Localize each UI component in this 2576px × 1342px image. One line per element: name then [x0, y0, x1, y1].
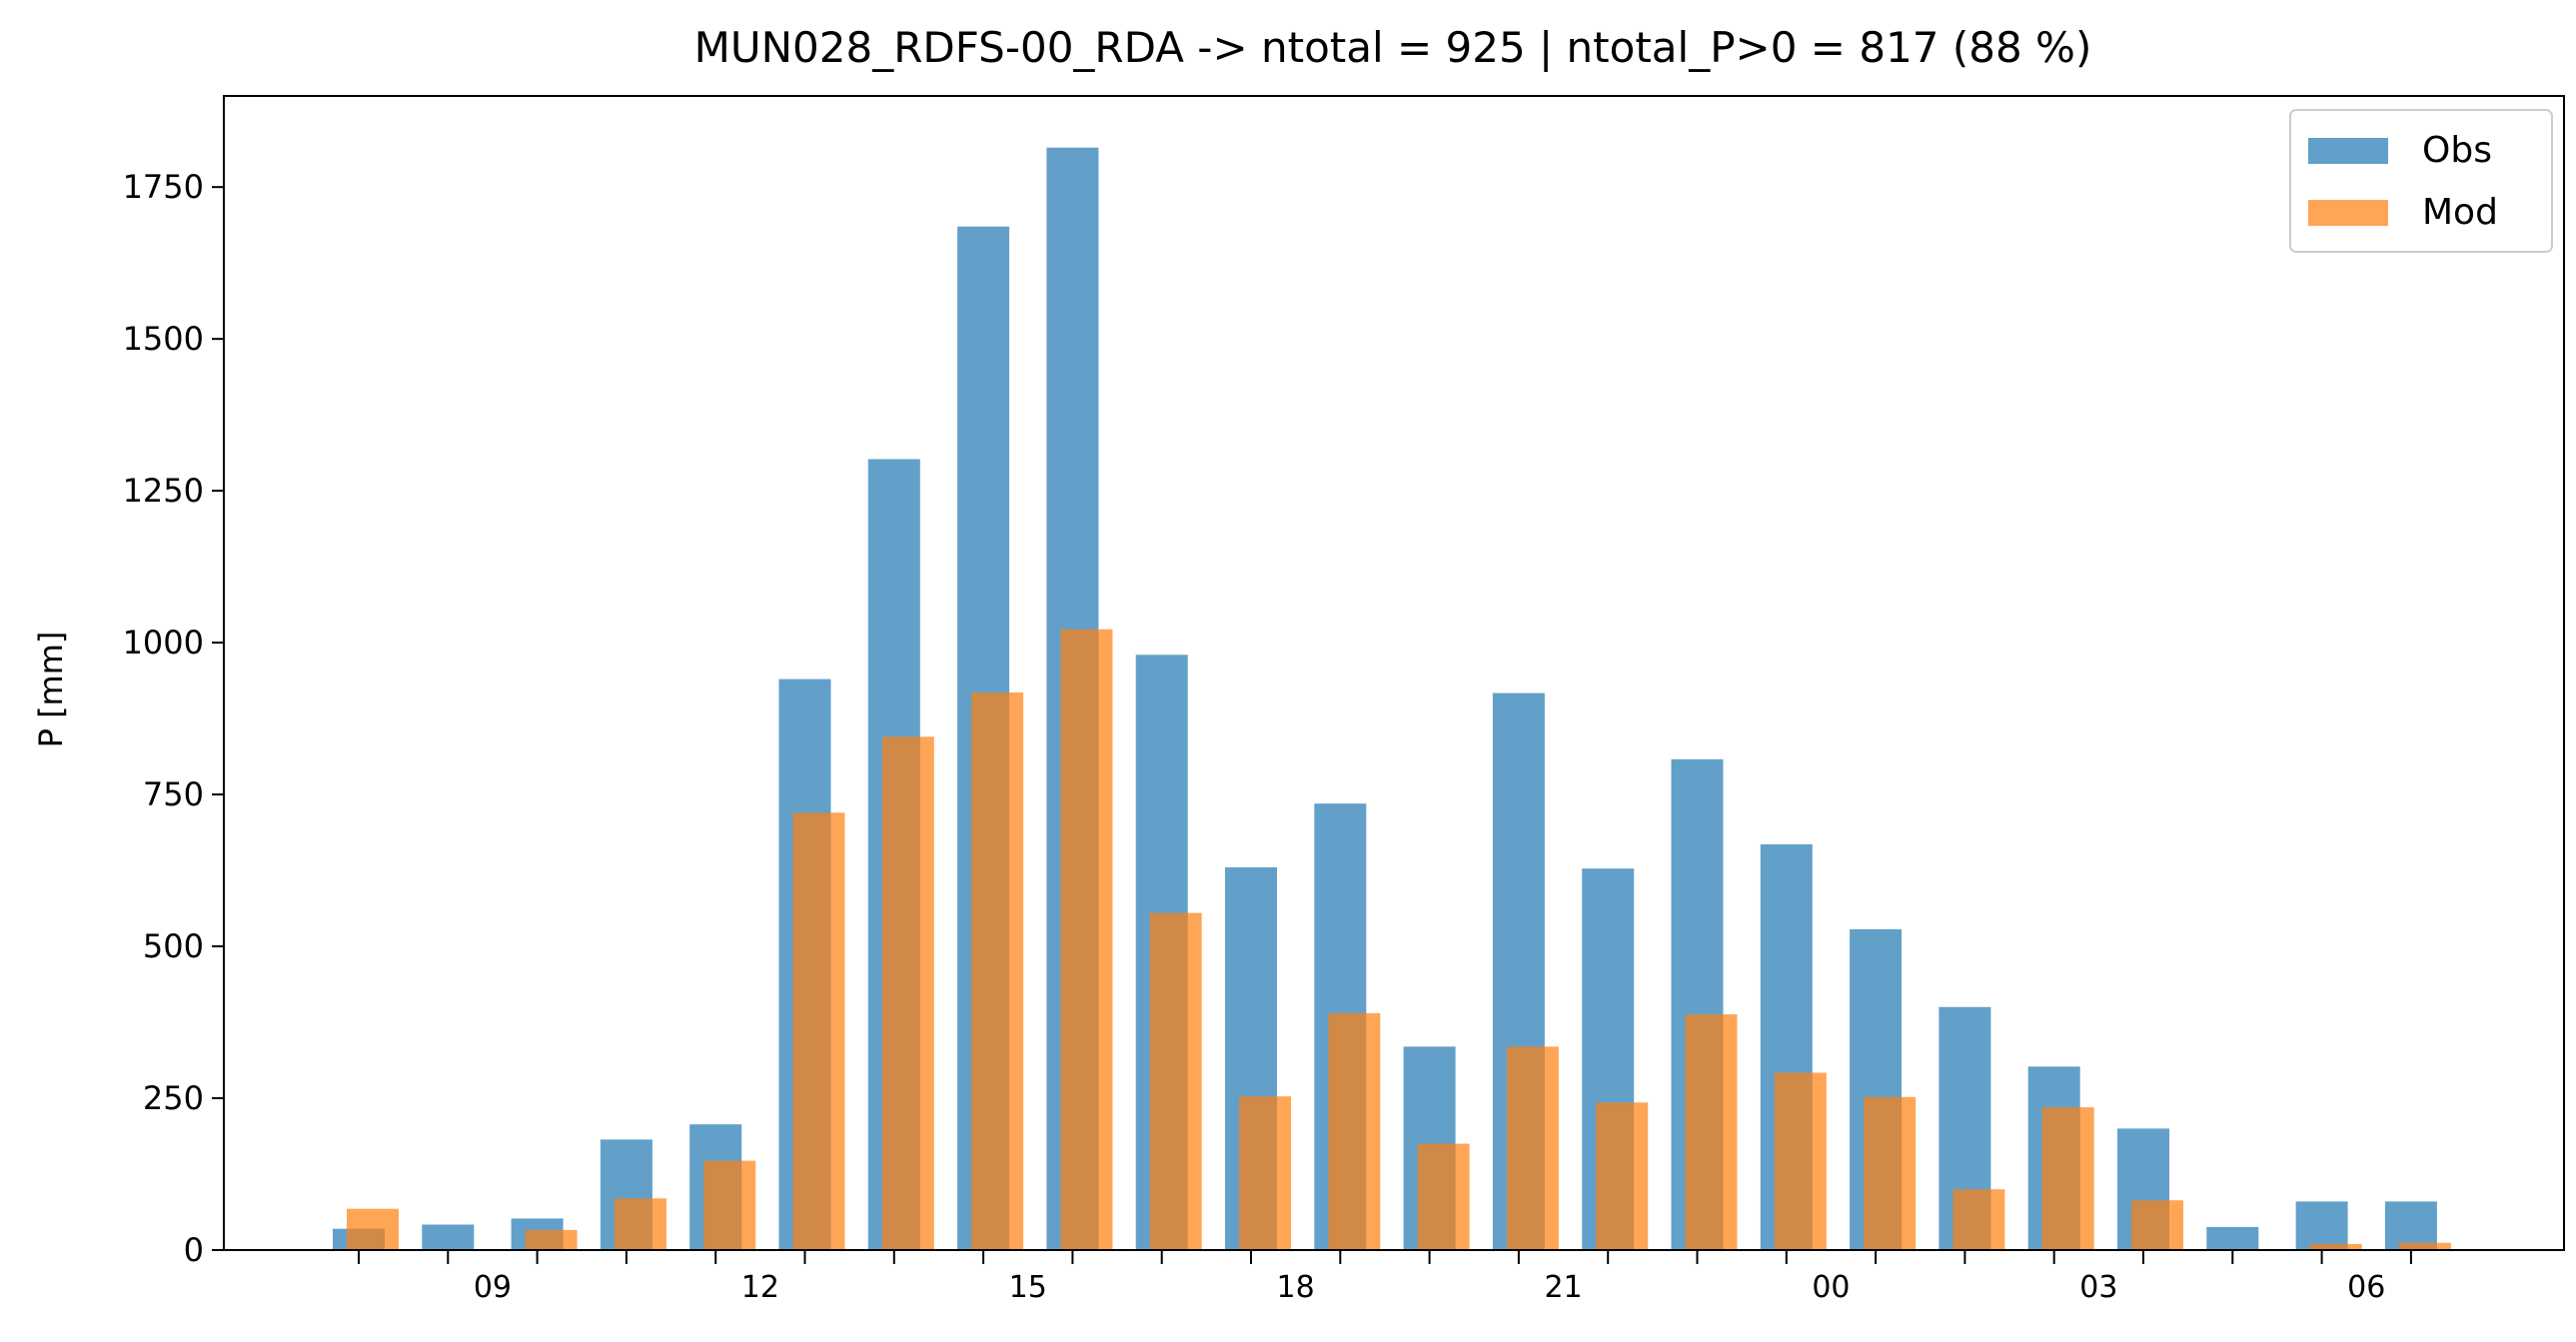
x-tick-label: 00	[1812, 1270, 1850, 1305]
mod-bars	[347, 629, 2451, 1250]
bar-mod-23	[1685, 1014, 1738, 1250]
bar-mod-07	[2398, 1242, 2451, 1250]
legend-box	[2289, 109, 2553, 253]
legend: Obs Mod	[2289, 109, 2553, 253]
plot-frame	[223, 95, 2565, 1251]
x-tick-label: 15	[1009, 1270, 1047, 1305]
y-tick-label: 250	[143, 1079, 204, 1117]
x-tick-label: 06	[2347, 1270, 2385, 1305]
y-axis: 0 250 500 750 1000 1250 1500 1750	[123, 168, 224, 1269]
bar-mod-00	[1774, 1072, 1827, 1250]
bar-obs-09	[422, 1224, 475, 1250]
bar-obs-07	[2384, 1201, 2437, 1250]
bar-mod-20	[1417, 1143, 1470, 1250]
legend-label-mod: Mod	[2422, 192, 2498, 233]
legend-swatch-obs	[2308, 138, 2388, 164]
y-tick-label: 500	[143, 927, 204, 965]
bar-mod-22	[1596, 1102, 1649, 1250]
bar-mod-04	[2131, 1200, 2183, 1250]
bar-mod-15	[971, 692, 1024, 1250]
y-tick-label: 0	[184, 1231, 204, 1269]
bar-mod-19	[1328, 1012, 1381, 1250]
bar-mod-01	[1864, 1096, 1917, 1250]
x-axis: 09 12 15 18 21 00 03 06	[358, 1250, 2412, 1305]
bar-mod-03	[2041, 1107, 2094, 1250]
legend-label-obs: Obs	[2422, 130, 2492, 171]
bar-obs-06	[2295, 1201, 2348, 1250]
y-tick-label: 750	[143, 775, 204, 813]
chart-title: MUN028_RDFS-00_RDA -> ntotal = 925 | nto…	[694, 23, 2092, 72]
bar-obs-05	[2206, 1226, 2259, 1250]
y-tick-label: 1750	[123, 168, 204, 206]
x-tick-label: 12	[741, 1270, 779, 1305]
x-tick-label: 21	[1544, 1270, 1582, 1305]
bar-mod-16	[1060, 629, 1113, 1250]
bar-mod-18	[1239, 1096, 1291, 1250]
bar-mod-14	[881, 736, 934, 1250]
x-tick-label: 18	[1277, 1270, 1315, 1305]
bar-mod-12	[703, 1160, 756, 1250]
bar-mod-08	[347, 1208, 399, 1250]
y-axis-label: P [mm]	[32, 632, 70, 748]
bar-mod-11	[614, 1198, 666, 1250]
y-tick-label: 1000	[123, 624, 204, 662]
y-tick-label: 1500	[123, 320, 204, 358]
legend-swatch-mod	[2308, 200, 2388, 226]
bar-mod-06	[2309, 1243, 2362, 1250]
bar-mod-17	[1149, 912, 1202, 1250]
bar-mod-13	[792, 812, 845, 1250]
y-tick-label: 1250	[123, 472, 204, 510]
bar-mod-02	[1952, 1189, 2005, 1250]
x-tick-label: 09	[474, 1270, 512, 1305]
bar-mod-10	[525, 1229, 578, 1250]
x-tick-label: 03	[2079, 1270, 2117, 1305]
bar-mod-21	[1506, 1046, 1559, 1250]
